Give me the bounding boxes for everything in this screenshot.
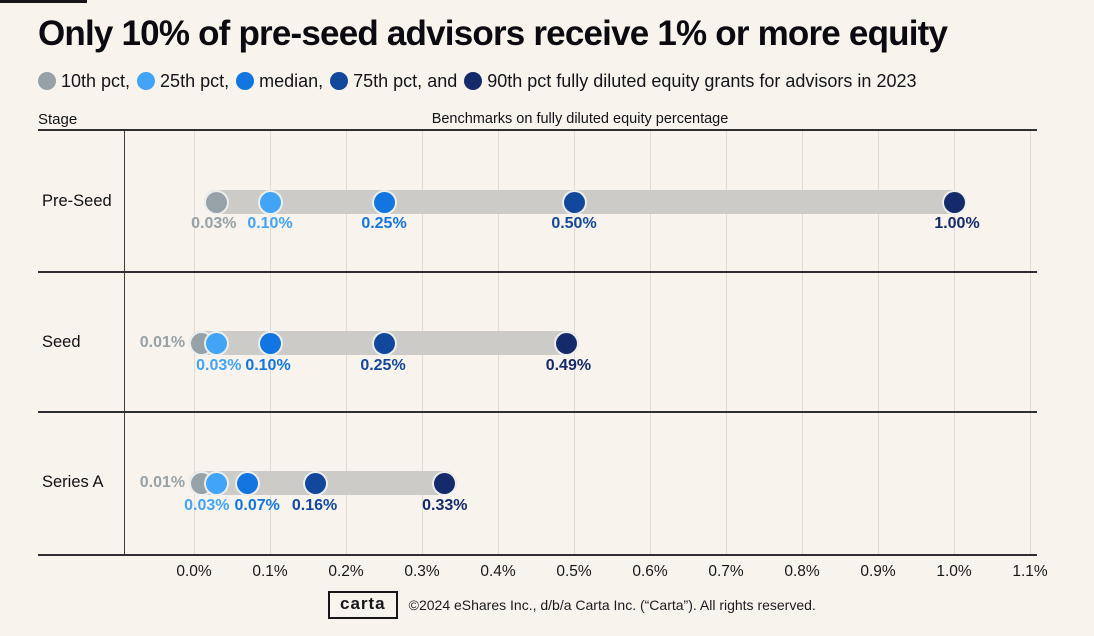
legend-segment-4: 90th pct fully diluted equity grants for… <box>464 71 916 92</box>
x-axis-line <box>38 553 1037 556</box>
header-rule <box>38 129 1037 131</box>
stage-column-header: Stage <box>38 111 78 128</box>
legend-label: 90th pct fully diluted equity grants for… <box>487 70 917 91</box>
percentile-dot-median <box>373 191 395 213</box>
percentile-dot-75th-pct <box>305 472 327 494</box>
percentile-range-bar <box>204 190 967 214</box>
legend-dot-icon <box>330 72 349 90</box>
stage-header-underline <box>0 0 87 3</box>
gridline <box>1030 131 1031 554</box>
stage-label-pre-seed: Pre-Seed <box>42 192 112 210</box>
percentile-dot-25th-pct <box>206 332 228 354</box>
legend-dot-icon <box>464 72 483 90</box>
gridline <box>726 131 727 554</box>
value-label: 0.01% <box>139 474 186 491</box>
value-label: 0.50% <box>551 215 597 232</box>
legend-label: 25th pct, <box>160 70 230 91</box>
benchmarks-column-header: Benchmarks on fully diluted equity perce… <box>431 111 729 127</box>
value-label: 0.16% <box>291 497 338 514</box>
x-tick-label: 0.7% <box>708 563 744 580</box>
legend-label: 10th pct, <box>61 70 131 91</box>
gridline <box>954 131 955 554</box>
percentile-dot-median <box>259 332 281 354</box>
percentile-dot-90th-pct <box>555 332 577 354</box>
value-label: 0.49% <box>545 357 592 374</box>
x-tick-label: 0.4% <box>480 563 516 580</box>
x-tick-label: 1.1% <box>1012 563 1048 580</box>
percentile-dot-75th-pct <box>373 332 395 354</box>
value-label: 0.03% <box>196 357 242 374</box>
legend-segment-3: 75th pct, and <box>330 71 457 92</box>
legend-label: median, <box>259 70 324 91</box>
value-label: 0.25% <box>361 215 407 232</box>
carta-logo: carta <box>328 591 398 619</box>
value-label: 0.10% <box>247 215 293 232</box>
stage-label-seed: Seed <box>42 333 81 351</box>
value-label: 0.25% <box>360 357 406 374</box>
x-tick-label: 0.5% <box>556 563 592 580</box>
legend-dot-icon <box>38 72 56 90</box>
value-label: 0.03% <box>191 215 237 232</box>
row-divider-2 <box>38 411 1037 413</box>
percentile-dot-median <box>236 472 258 494</box>
chart-legend: 10th pct, 25th pct, median, 75th pct, and 90… <box>38 69 916 93</box>
copyright-text: ©2024 eShares Inc., d/b/a Carta Inc. (“C… <box>408 597 816 613</box>
gridline <box>650 131 651 554</box>
percentile-dot-90th-pct <box>943 191 965 213</box>
value-label: 0.33% <box>422 497 468 514</box>
percentile-dot-75th-pct <box>563 191 585 213</box>
row-divider-1 <box>38 271 1037 273</box>
percentile-dot-25th-pct <box>259 191 281 213</box>
stage-column-divider <box>124 131 126 554</box>
x-tick-label: 0.3% <box>404 563 440 580</box>
footer: carta ©2024 eShares Inc., d/b/a Carta In… <box>328 591 816 619</box>
percentile-dot-90th-pct <box>434 472 456 494</box>
legend-segment-2: median, <box>236 71 323 92</box>
legend-dot-icon <box>236 72 255 90</box>
gridline <box>802 131 803 554</box>
percentile-dot-10th-pct <box>206 191 228 213</box>
value-label: 0.01% <box>139 334 186 351</box>
value-label: 0.10% <box>245 357 291 374</box>
x-tick-label: 0.1% <box>252 563 288 580</box>
x-tick-label: 1.0% <box>936 563 972 580</box>
stage-label-series-a: Series A <box>42 473 104 491</box>
chart-title: Only 10% of pre-seed advisors receive 1%… <box>38 14 948 53</box>
value-label: 0.03% <box>184 497 230 514</box>
percentile-dot-25th-pct <box>206 472 228 494</box>
x-tick-label: 0.9% <box>860 563 896 580</box>
x-tick-label: 0.6% <box>632 563 668 580</box>
x-tick-label: 0.8% <box>784 563 820 580</box>
value-label: 0.07% <box>234 497 280 514</box>
legend-segment-1: 25th pct, <box>137 71 229 92</box>
gridline <box>878 131 879 554</box>
legend-label: 75th pct, and <box>353 70 458 91</box>
x-tick-label: 0.0% <box>176 563 212 580</box>
value-label: 1.00% <box>934 215 980 232</box>
x-tick-label: 0.2% <box>328 563 364 580</box>
legend-segment-0: 10th pct, <box>38 71 130 92</box>
legend-dot-icon <box>137 72 156 90</box>
